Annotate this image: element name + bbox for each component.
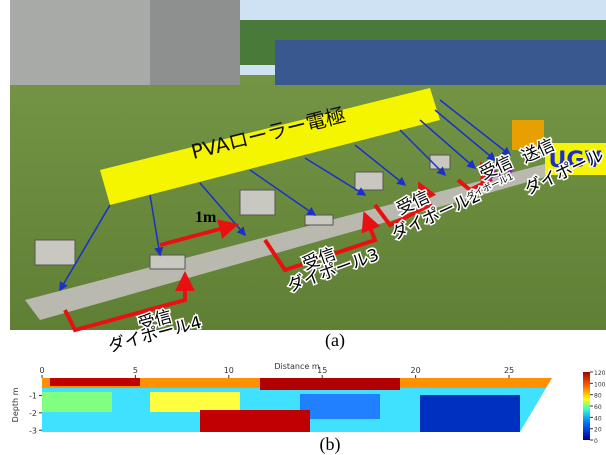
- y-tick-label: -2: [29, 409, 37, 418]
- y-tick-label: -1: [29, 391, 37, 400]
- colorbar-tick-label: 60: [594, 404, 602, 411]
- x-tick-label: 0: [39, 366, 44, 375]
- colorbar-tick-label: 0: [594, 438, 598, 445]
- caption: (b): [320, 434, 341, 455]
- x-axis-label: Distance m: [274, 362, 320, 371]
- x-tick-label: 25: [504, 366, 514, 375]
- x-tick-label: 20: [411, 366, 421, 375]
- colorbar-tick-label: 20: [594, 427, 602, 434]
- y-tick-label: -3: [29, 426, 37, 435]
- colorbar-tick-label: 40: [594, 415, 602, 422]
- x-tick-label: 15: [317, 366, 327, 375]
- figure: PVAローラー電極 1m UGV 受信ダイポール4受信ダイポール3受信ダイポール…: [0, 0, 606, 455]
- colorbar-tick-label: 120: [594, 370, 606, 377]
- photo: PVAローラー電極 1m UGV 受信ダイポール4受信ダイポール3受信ダイポール…: [10, 0, 606, 357]
- y-axis-label: Depth m: [11, 387, 20, 422]
- spacing-label: 1m: [195, 209, 217, 226]
- caption: (a): [325, 330, 345, 351]
- colorbar-tick-label: 80: [594, 393, 602, 400]
- colorbar-tick-label: 100: [594, 381, 606, 388]
- x-tick-label: 5: [133, 366, 138, 375]
- x-tick-label: 10: [224, 366, 234, 375]
